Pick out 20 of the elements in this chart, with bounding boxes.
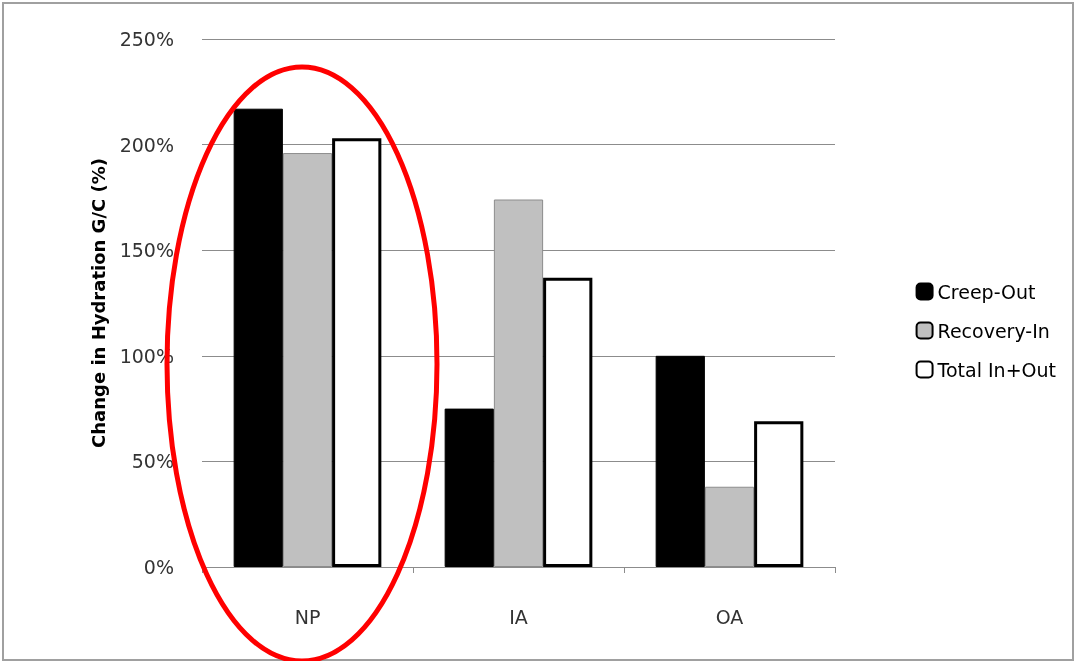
legend-label: Total In+Out xyxy=(936,358,1057,381)
bar xyxy=(754,421,804,567)
bar xyxy=(332,138,382,567)
bar xyxy=(704,486,755,567)
y-tick-label: 250% xyxy=(119,28,174,50)
legend-label: Creep-Out xyxy=(937,280,1036,303)
y-axis-title: Change in Hydration G/C (%) xyxy=(87,158,109,448)
bar xyxy=(444,408,494,567)
x-tick-label: IA xyxy=(509,605,528,628)
bar xyxy=(543,277,593,567)
legend-label: Recovery-In xyxy=(937,319,1050,342)
y-tick-label: 150% xyxy=(119,239,174,262)
y-tick-label: 0% xyxy=(143,556,174,578)
bar xyxy=(233,108,283,567)
y-tick-label: 50% xyxy=(131,450,174,473)
y-tick-label: 200% xyxy=(119,133,174,156)
bar xyxy=(282,153,333,567)
x-tick-label: NP xyxy=(294,605,321,628)
x-tick-label: OA xyxy=(715,605,744,628)
bar xyxy=(655,355,705,567)
